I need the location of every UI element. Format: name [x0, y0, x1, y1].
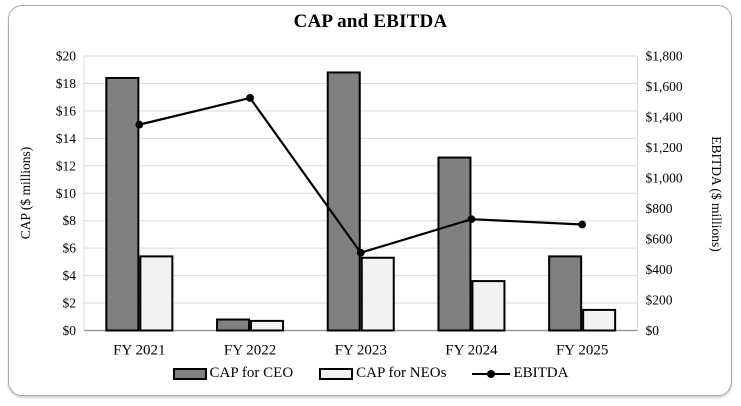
- right-y-tick-label: $1,000: [646, 171, 683, 186]
- bar-series: [105, 71, 617, 332]
- right-y-tick-label: $400: [646, 262, 673, 277]
- x-axis-category-label: FY 2021: [113, 343, 165, 359]
- left-y-tick-label: $14: [56, 131, 77, 146]
- left-y-tick-label: $6: [63, 241, 77, 256]
- left-y-tick-label: $2: [63, 296, 77, 311]
- legend-item-ebitda: EBITDA: [472, 365, 568, 382]
- line-marker-ebitda: [356, 248, 365, 257]
- x-axis-category-label: FY 2025: [556, 343, 608, 359]
- right-y-tick-label: $0: [646, 323, 660, 338]
- x-axis-category-label: FY 2023: [335, 343, 387, 359]
- left-y-tick-label: $20: [56, 49, 77, 64]
- right-y-tick-label: $600: [646, 232, 673, 247]
- legend-label-cap-for-neos: CAP for NEOs: [356, 365, 447, 381]
- legend: CAP for CEO CAP for NEOs EBITDA: [0, 365, 741, 382]
- right-y-tick-label: $1,200: [646, 140, 683, 155]
- right-y-tick-label: $1,400: [646, 110, 683, 125]
- line-marker-ebitda: [578, 220, 587, 229]
- line-marker-ebitda: [467, 215, 476, 224]
- bar-swatch-ceo-icon: [172, 367, 207, 380]
- bar-cap-for-neos: [471, 280, 506, 332]
- left-y-tick-label: $16: [56, 103, 77, 118]
- left-y-tick-label: $8: [63, 213, 77, 228]
- bar-cap-for-neos: [582, 308, 617, 332]
- chart-title: CAP and EBITDA: [293, 11, 448, 32]
- bar-cap-for-neos: [360, 256, 395, 332]
- right-axis-title: EBITDA ($ millions): [709, 136, 724, 252]
- left-y-tick-label: $10: [56, 186, 77, 201]
- bar-cap-for-ceo: [437, 156, 472, 332]
- right-y-tick-label: $200: [646, 293, 673, 308]
- bar-cap-for-ceo: [548, 255, 583, 332]
- legend-item-cap-for-ceo: CAP for CEO: [172, 365, 294, 382]
- left-y-tick-label: $12: [56, 158, 76, 173]
- x-axis-category-label: FY 2024: [445, 343, 498, 359]
- bar-swatch-neos-icon: [319, 367, 354, 380]
- right-y-tick-label: $1,800: [646, 49, 683, 64]
- line-marker-ebitda: [135, 120, 144, 129]
- bar-cap-for-ceo: [326, 71, 361, 332]
- axis-tick-labels: $20 $18 $16 $14 $12 $10 $8 $6 $4 $2 $0 $1,800 $1,600…: [56, 49, 683, 359]
- left-y-tick-label: $18: [56, 76, 77, 91]
- legend-label-cap-for-ceo: CAP for CEO: [209, 365, 294, 381]
- bar-cap-for-neos: [139, 255, 174, 332]
- legend-item-cap-for-neos: CAP for NEOs: [319, 365, 446, 382]
- right-y-tick-label: $1,600: [646, 79, 683, 94]
- legend-label-ebitda: EBITDA: [513, 365, 569, 381]
- line-series: [135, 94, 587, 257]
- bar-cap-for-ceo: [105, 76, 140, 332]
- x-axis-category-label: FY 2022: [224, 343, 276, 359]
- left-y-tick-label: $0: [63, 323, 77, 338]
- left-y-tick-label: $4: [63, 268, 77, 283]
- left-axis-title: CAP ($ millions): [18, 147, 33, 240]
- line-marker-ebitda: [246, 94, 254, 102]
- bar-cap-for-neos: [250, 319, 285, 332]
- right-y-tick-label: $800: [646, 201, 673, 216]
- line-marker-swatch-icon: [472, 368, 511, 380]
- bar-cap-for-ceo: [216, 318, 251, 332]
